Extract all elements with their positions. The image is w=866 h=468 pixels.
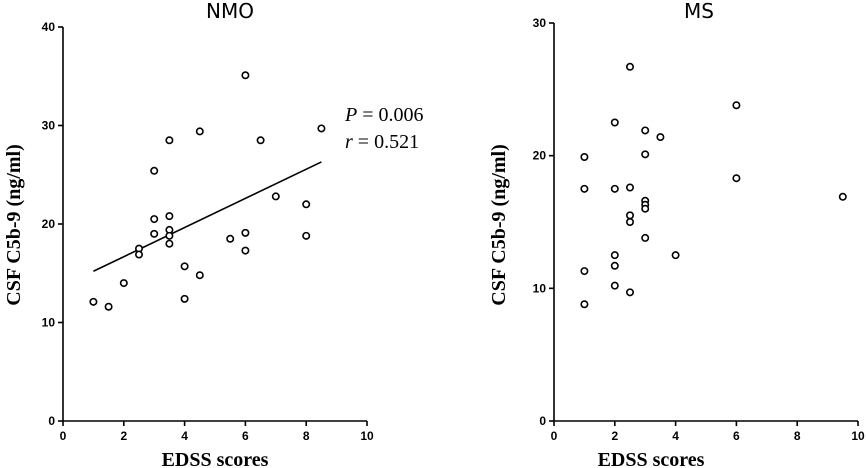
nmo-regression-line (93, 161, 322, 273)
ms-y-tick-label: 0 (539, 414, 546, 428)
nmo-p-value: = 0.006 (357, 104, 423, 126)
nmo-data-point (119, 279, 128, 288)
nmo-y-tick-label: 0 (48, 414, 55, 428)
nmo-data-point (226, 234, 235, 243)
ms-title: MS (684, 0, 714, 23)
nmo-x-tick-label: 4 (181, 429, 188, 443)
ms-data-point (625, 211, 634, 220)
nmo-data-point (165, 231, 174, 240)
nmo-x-axis-label: EDSS scores (162, 449, 269, 468)
ms-y-tick-label: 20 (533, 149, 547, 163)
nmo-panel: NMO EDSS scores CSF C5b-9 (ng/ml) 0 2 4 6 8 1… (3, 0, 424, 468)
ms-y-tick-label: 30 (533, 16, 547, 30)
ms-x-tick-label: 8 (794, 429, 801, 443)
ms-data-point (625, 288, 634, 297)
nmo-data-point (104, 302, 113, 311)
nmo-x-tick-label: 8 (303, 429, 310, 443)
ms-data-point (610, 261, 619, 270)
ms-points (580, 62, 847, 309)
nmo-r-value: = 0.521 (353, 131, 419, 153)
nmo-data-point (165, 136, 174, 145)
nmo-data-point (241, 71, 250, 80)
nmo-r-value-annotation: r = 0.521 (345, 131, 419, 153)
nmo-data-point (241, 246, 250, 255)
nmo-data-point (89, 297, 98, 306)
nmo-data-point (180, 262, 189, 271)
nmo-data-point (165, 212, 174, 221)
nmo-data-point (256, 136, 265, 145)
ms-data-point (656, 133, 665, 142)
nmo-x-ticks: 0 2 4 6 8 10 (60, 421, 374, 443)
nmo-points (89, 71, 326, 311)
nmo-data-point (302, 231, 311, 240)
nmo-data-point (150, 215, 159, 224)
nmo-data-point (195, 271, 204, 280)
ms-data-point (610, 184, 619, 193)
nmo-data-point (165, 239, 174, 248)
ms-panel: MS EDSS scores CSF C5b-9 (ng/ml) 0 2 4 6 8 10… (488, 0, 865, 468)
nmo-y-ticks: 0 10 20 30 40 (42, 20, 63, 428)
ms-data-point (580, 152, 589, 161)
nmo-y-tick-label: 30 (42, 119, 56, 133)
ms-data-point (580, 300, 589, 309)
ms-x-tick-label: 4 (672, 429, 679, 443)
nmo-data-point (302, 200, 311, 209)
nmo-x-tick-label: 6 (242, 429, 249, 443)
nmo-data-point (195, 127, 204, 136)
ms-data-point (610, 281, 619, 290)
nmo-p-value-annotation: P = 0.006 (344, 104, 424, 126)
ms-x-tick-label: 10 (851, 429, 865, 443)
nmo-r-label: r (345, 131, 353, 153)
ms-data-point (641, 150, 650, 159)
ms-data-point (732, 174, 741, 183)
ms-x-tick-label: 6 (733, 429, 740, 443)
nmo-p-label: P (344, 104, 357, 126)
ms-data-point (641, 126, 650, 135)
nmo-y-tick-label: 10 (42, 316, 56, 330)
ms-data-point (641, 204, 650, 213)
nmo-y-axis-label: CSF C5b-9 (ng/ml) (3, 144, 25, 305)
ms-y-axis-label: CSF C5b-9 (ng/ml) (488, 144, 510, 305)
ms-data-point (838, 192, 847, 201)
ms-x-tick-label: 0 (551, 429, 558, 443)
ms-data-point (580, 184, 589, 193)
ms-data-point (641, 233, 650, 242)
ms-data-point (625, 218, 634, 227)
ms-data-point (732, 101, 741, 110)
ms-y-tick-label: 10 (533, 281, 547, 295)
ms-data-point (625, 62, 634, 71)
nmo-data-point (180, 294, 189, 303)
ms-data-point (580, 267, 589, 276)
ms-x-tick-label: 2 (611, 429, 618, 443)
ms-x-axis-label: EDSS scores (598, 449, 705, 468)
nmo-y-tick-label: 20 (42, 217, 56, 231)
ms-data-point (625, 183, 634, 192)
ms-y-ticks: 0 10 20 30 (533, 16, 554, 428)
nmo-data-point (150, 166, 159, 175)
nmo-data-point (271, 192, 280, 201)
ms-data-point (671, 251, 680, 260)
nmo-data-point (150, 229, 159, 238)
nmo-title: NMO (206, 0, 254, 23)
nmo-data-point (135, 250, 144, 259)
ms-data-point (610, 251, 619, 260)
ms-x-ticks: 0 2 4 6 8 10 (551, 421, 865, 443)
nmo-x-tick-label: 2 (120, 429, 127, 443)
nmo-data-point (241, 228, 250, 237)
nmo-x-tick-label: 0 (60, 429, 67, 443)
nmo-x-tick-label: 10 (360, 429, 374, 443)
ms-data-point (610, 118, 619, 127)
nmo-y-tick-label: 40 (42, 20, 56, 34)
nmo-data-point (317, 124, 326, 133)
